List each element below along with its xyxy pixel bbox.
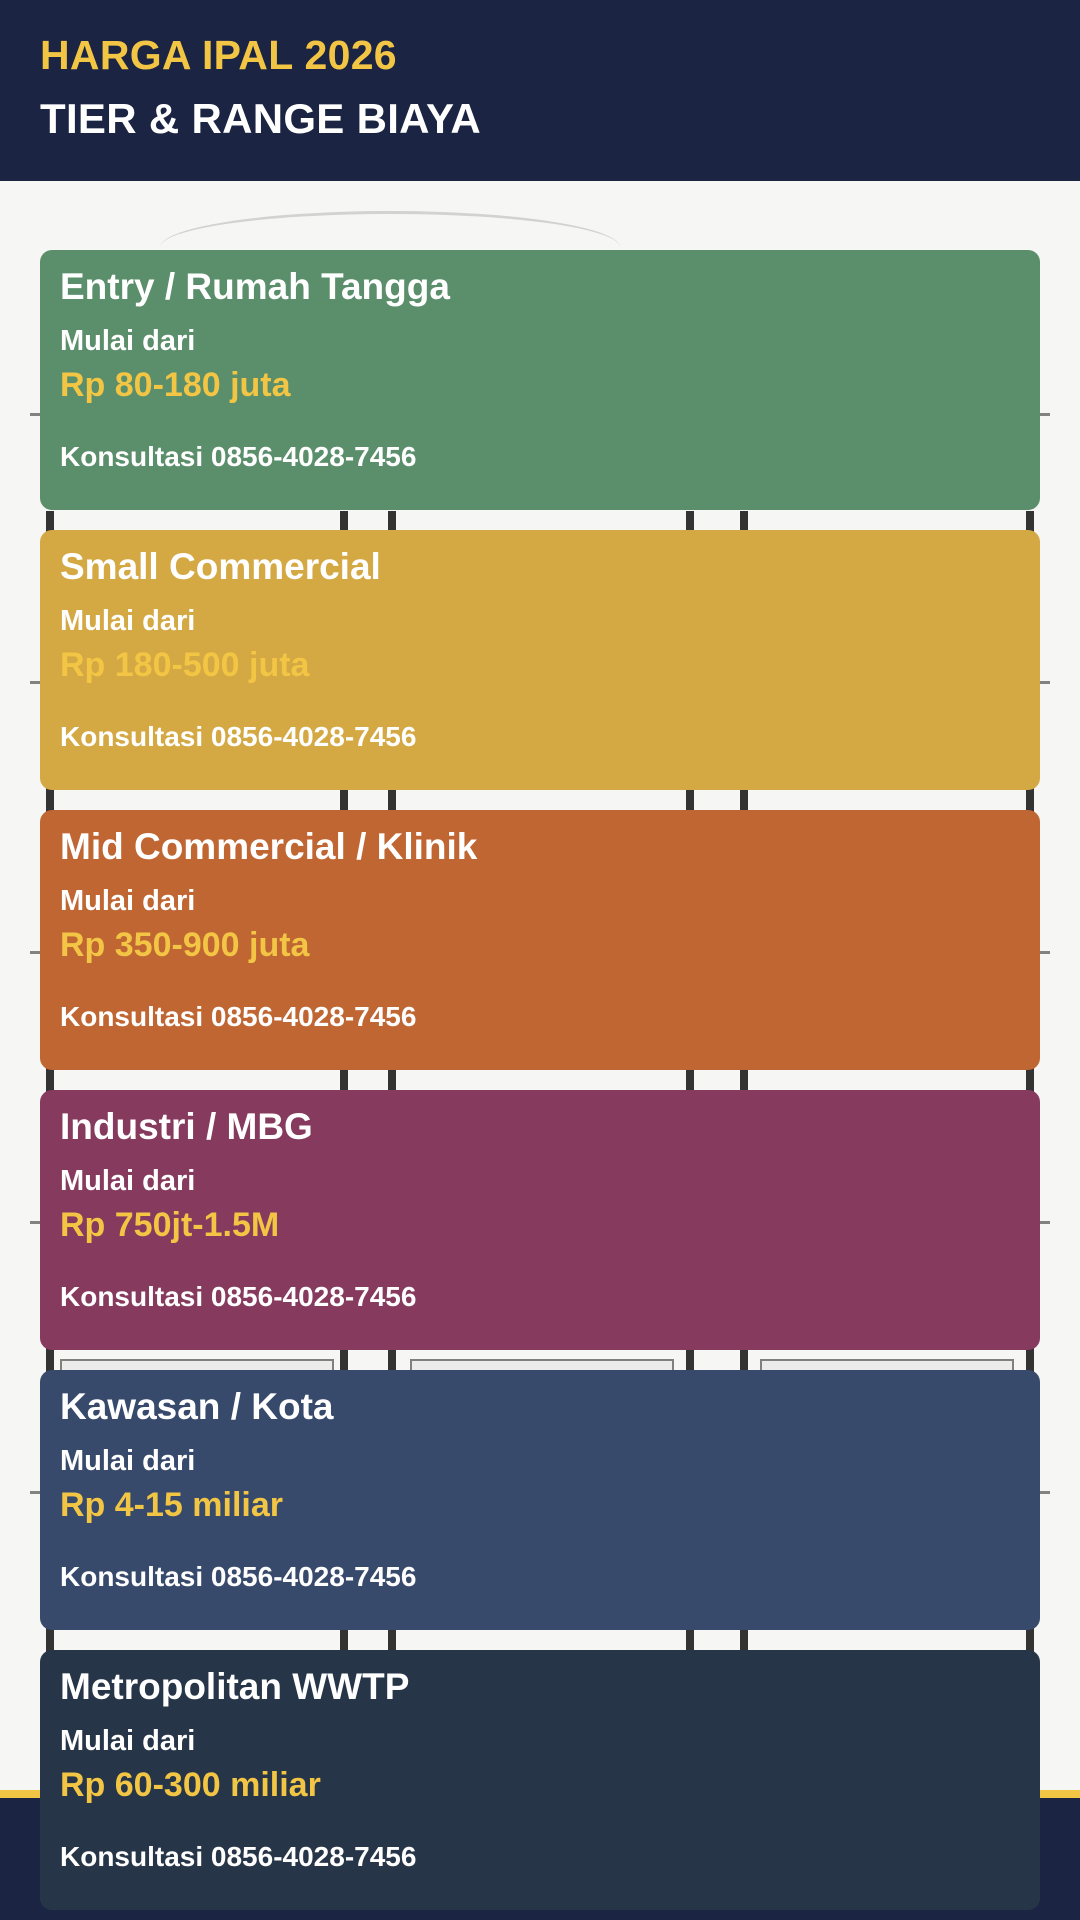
tier-name: Small Commercial [60, 546, 381, 587]
tier-from-label: Mulai dari [60, 605, 196, 637]
page-title: HARGA IPAL 2026 [40, 32, 397, 78]
tier-consult-contact[interactable]: Konsultasi 0856-4028-7456 [60, 1001, 417, 1032]
header-banner: HARGA IPAL 2026 TIER & RANGE BIAYA [0, 0, 1080, 181]
tier-price: Rp 80-180 juta [60, 366, 291, 404]
tier-price: Rp 4-15 miliar [60, 1486, 283, 1524]
tier-price: Rp 350-900 juta [60, 926, 310, 964]
tier-price: Rp 750jt-1.5M [60, 1206, 280, 1244]
tier-card-entry[interactable]: Entry / Rumah Tangga Mulai dari Rp 80-18… [40, 250, 1040, 510]
tier-from-label: Mulai dari [60, 1165, 196, 1197]
tier-consult-contact[interactable]: Konsultasi 0856-4028-7456 [60, 1561, 417, 1592]
tier-name: Entry / Rumah Tangga [60, 266, 450, 307]
tier-consult-contact[interactable]: Konsultasi 0856-4028-7456 [60, 721, 417, 752]
tier-name: Metropolitan WWTP [60, 1666, 410, 1707]
tier-price: Rp 180-500 juta [60, 646, 310, 684]
tier-from-label: Mulai dari [60, 325, 196, 357]
background-sketch [160, 211, 620, 284]
tier-card-industri[interactable]: Industri / MBG Mulai dari Rp 750jt-1.5M … [40, 1090, 1040, 1350]
tier-consult-contact[interactable]: Konsultasi 0856-4028-7456 [60, 1841, 417, 1872]
page-subtitle: TIER & RANGE BIAYA [40, 95, 482, 142]
tier-consult-contact[interactable]: Konsultasi 0856-4028-7456 [60, 1281, 417, 1312]
tier-from-label: Mulai dari [60, 885, 196, 917]
tier-card-mid-commercial[interactable]: Mid Commercial / Klinik Mulai dari Rp 35… [40, 810, 1040, 1070]
tier-name: Industri / MBG [60, 1106, 313, 1147]
tier-card-kawasan[interactable]: Kawasan / Kota Mulai dari Rp 4-15 miliar… [40, 1370, 1040, 1630]
tier-card-metropolitan[interactable]: Metropolitan WWTP Mulai dari Rp 60-300 m… [40, 1650, 1040, 1910]
tier-from-label: Mulai dari [60, 1725, 196, 1757]
tier-consult-contact[interactable]: Konsultasi 0856-4028-7456 [60, 441, 417, 472]
tier-from-label: Mulai dari [60, 1445, 196, 1477]
tier-price: Rp 60-300 miliar [60, 1766, 321, 1804]
tier-name: Mid Commercial / Klinik [60, 826, 478, 867]
tier-card-small-commercial[interactable]: Small Commercial Mulai dari Rp 180-500 j… [40, 530, 1040, 790]
tier-name: Kawasan / Kota [60, 1386, 334, 1427]
